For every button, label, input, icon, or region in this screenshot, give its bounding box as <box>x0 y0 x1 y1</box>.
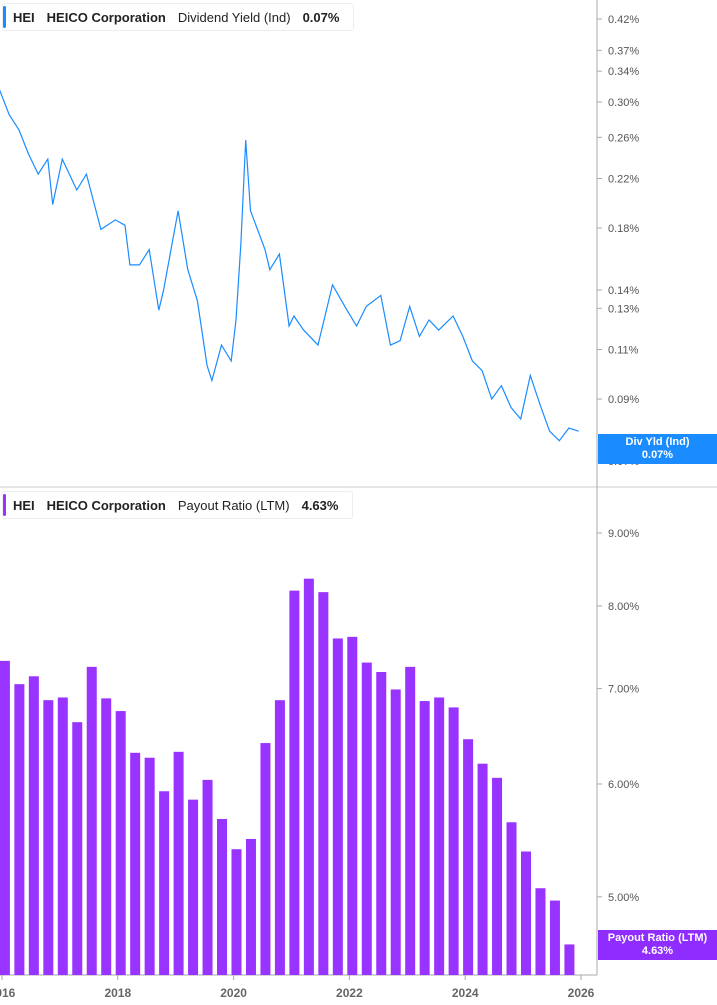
payout-bar <box>477 763 488 975</box>
payout-bar <box>0 660 10 975</box>
x-tick-label: 2026 <box>568 986 595 1000</box>
y-tick-label: 7.00% <box>608 684 639 696</box>
legend-metric: Payout Ratio (LTM) <box>177 497 290 513</box>
y-tick-label: 0.09% <box>608 394 639 406</box>
payout-bar <box>130 752 141 975</box>
legend-value: 4.63% <box>301 497 339 513</box>
payout-bar <box>535 888 546 975</box>
y-tick-label: 0.37% <box>608 45 639 57</box>
y-tick-label: 0.11% <box>608 345 639 357</box>
y-tick-label: 8.00% <box>608 601 639 613</box>
payout-bar <box>115 711 126 975</box>
payout-bar <box>564 944 575 975</box>
payout-bar <box>448 707 459 975</box>
y-tick-label: 0.18% <box>608 223 639 235</box>
y-tick-label: 0.22% <box>608 174 639 186</box>
dividend-yield-line <box>0 89 579 442</box>
payout-bar <box>101 698 112 975</box>
legend-ticker: HEI <box>13 9 35 25</box>
payout-bar <box>202 779 213 975</box>
x-tick-label: 2024 <box>452 986 479 1000</box>
payout-bar <box>303 578 314 975</box>
payout-bar <box>419 701 430 975</box>
legend-company: HEICO Corporation <box>46 497 166 513</box>
payout-bar <box>361 662 372 975</box>
legend-ticker: HEI <box>13 497 35 513</box>
y-tick-label: 0.26% <box>608 132 639 144</box>
payout-bar <box>159 791 170 975</box>
payout-bar <box>318 592 329 975</box>
payout-bar <box>549 900 560 975</box>
current-payout-ratio-tag: Payout Ratio (LTM) 4.63% <box>598 930 717 960</box>
payout-bar <box>217 818 228 975</box>
y-tick-label: 0.13% <box>608 303 639 315</box>
payout-bar <box>144 757 155 975</box>
payout-bar <box>274 700 285 975</box>
payout-bar <box>43 700 54 975</box>
legend-metric: Dividend Yield (Ind) <box>177 9 291 25</box>
payout-bar <box>492 777 503 975</box>
payout-bar <box>188 799 199 975</box>
y-tick-label: 5.00% <box>608 892 639 904</box>
y-tick-label: 0.14% <box>608 285 639 297</box>
payout-bar <box>289 590 300 975</box>
payout-bar <box>390 689 401 975</box>
tag-label: Payout Ratio (LTM) <box>607 932 708 944</box>
current-dividend-yield-tag: Div Yld (Ind) 0.07% <box>598 434 717 464</box>
payout-bar <box>463 739 474 975</box>
legend-company: HEICO Corporation <box>46 9 166 25</box>
payout-bar <box>520 851 531 975</box>
payout-bar <box>231 849 242 975</box>
tag-value: 4.63% <box>641 945 674 957</box>
y-tick-label: 0.34% <box>608 66 639 78</box>
payout-bar <box>405 666 416 975</box>
series-color-marker <box>3 494 6 516</box>
payout-bar <box>72 722 83 975</box>
payout-bar <box>260 743 271 975</box>
payout-bar <box>347 636 358 975</box>
tag-label: Div Yld (Ind) <box>625 436 690 448</box>
payout-bar <box>245 838 256 975</box>
bottom-legend: HEI HEICO Corporation Payout Ratio (LTM)… <box>2 491 354 519</box>
y-tick-label: 0.42% <box>608 14 639 26</box>
payout-bar <box>173 751 184 975</box>
payout-bar <box>14 684 25 975</box>
payout-bar <box>28 676 39 975</box>
payout-bar <box>86 666 97 975</box>
tag-value: 0.07% <box>641 449 674 461</box>
y-tick-label: 9.00% <box>608 528 639 540</box>
payout-bar <box>434 697 445 975</box>
y-tick-label: 6.00% <box>608 779 639 791</box>
y-tick-label: 0.30% <box>608 97 639 109</box>
payout-bar <box>506 822 517 975</box>
payout-bar <box>332 638 343 975</box>
payout-bar <box>57 697 68 975</box>
x-tick-label: 2016 <box>0 986 16 1000</box>
series-color-marker <box>3 6 6 28</box>
x-tick-label: 2020 <box>220 986 247 1000</box>
x-tick-label: 2018 <box>104 986 131 1000</box>
legend-value: 0.07% <box>302 9 340 25</box>
payout-bar <box>376 671 387 975</box>
top-legend: HEI HEICO Corporation Dividend Yield (In… <box>2 3 355 31</box>
x-tick-label: 2022 <box>336 986 363 1000</box>
